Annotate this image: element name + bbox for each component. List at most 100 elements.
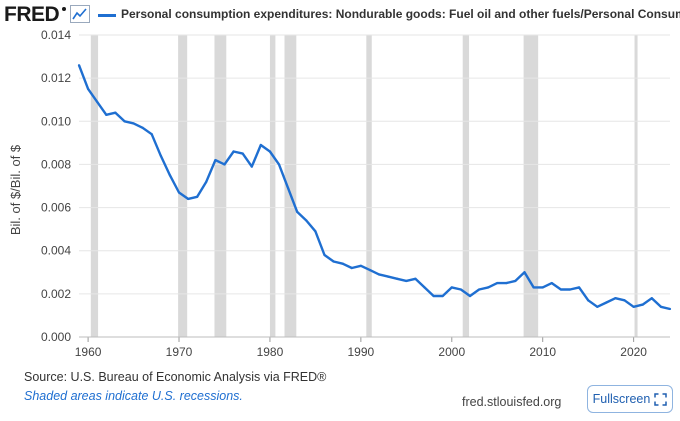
data-point (177, 191, 181, 194)
data-point (659, 305, 663, 308)
data-point (168, 174, 172, 177)
data-point (287, 187, 290, 190)
data-points (77, 64, 672, 311)
fred-logo[interactable]: FRED (4, 3, 60, 26)
data-point (623, 299, 626, 302)
series-title: Personal consumption expenditures: Nondu… (121, 7, 680, 21)
data-point (468, 294, 472, 298)
data-point (568, 288, 572, 291)
data-point (632, 305, 635, 308)
recession-band-0 (90, 35, 99, 337)
x-tick-label: 2010 (529, 345, 556, 358)
data-point (150, 133, 153, 136)
recession-band-5 (366, 35, 372, 337)
data-point (359, 264, 362, 267)
data-point (441, 294, 444, 298)
data-point (205, 180, 208, 183)
series-line (77, 64, 671, 311)
line-graph-icon[interactable] (70, 5, 90, 23)
x-tick-label: 1970 (166, 345, 193, 358)
data-point (559, 288, 562, 291)
x-tick-label: 2000 (438, 345, 465, 358)
data-point (541, 286, 544, 289)
data-point (214, 159, 217, 162)
data-point (396, 277, 399, 280)
recession-band-8 (634, 35, 638, 337)
data-point (532, 286, 535, 289)
data-point (387, 275, 390, 278)
y-tick-label: 0.002 (41, 287, 71, 301)
data-point (296, 210, 299, 213)
data-point (105, 113, 108, 116)
data-point (332, 260, 335, 263)
y-tick-label: 0.012 (41, 71, 71, 85)
y-tick-label: 0.006 (41, 201, 71, 215)
x-tick-label: 2020 (620, 345, 647, 358)
data-point (432, 294, 435, 298)
data-point (259, 143, 262, 147)
recession-band-7 (523, 35, 539, 337)
x-tick-label: 1990 (348, 345, 375, 358)
data-point (550, 281, 553, 285)
data-point (514, 279, 517, 283)
data-point (96, 100, 99, 103)
y-tick-label: 0.008 (41, 157, 71, 171)
y-tick-label: 0.000 (41, 330, 71, 344)
fred-logo-dot (62, 7, 66, 11)
data-point (423, 286, 426, 289)
data-point (596, 305, 599, 308)
x-tick-label: 1980 (257, 345, 284, 358)
recession-band-6 (462, 35, 470, 337)
data-point (277, 163, 281, 166)
data-point (114, 111, 117, 114)
data-point (614, 297, 617, 300)
data-point (77, 64, 81, 67)
expand-icon (654, 392, 668, 406)
data-point (305, 219, 308, 222)
data-point (250, 165, 253, 168)
y-axis-label: Bil. of $/Bil. of $ (8, 144, 23, 235)
data-point (341, 262, 344, 265)
fullscreen-button[interactable]: Fullscreen (587, 385, 673, 413)
data-point (496, 281, 499, 285)
site-url[interactable]: fred.stlouisfed.org (462, 395, 562, 409)
legend-line-swatch (98, 14, 116, 17)
data-point (523, 271, 526, 274)
y-tick-label: 0.004 (41, 244, 71, 258)
data-point (368, 269, 372, 272)
recession-band-3 (269, 35, 276, 337)
data-point (459, 288, 462, 291)
data-point (405, 279, 408, 283)
data-point (314, 230, 317, 233)
data-point (323, 253, 326, 257)
data-point (132, 122, 135, 125)
source-attribution: Source: U.S. Bureau of Economic Analysis… (24, 370, 327, 384)
y-tick-label: 0.014 (41, 28, 71, 42)
data-point (232, 150, 235, 153)
data-point (377, 273, 381, 276)
data-point (414, 277, 417, 280)
x-tick-labels: 1960 1970 1980 1990 2000 2010 2020 (75, 336, 670, 358)
data-point (650, 297, 653, 300)
data-point (605, 301, 608, 304)
recession-band-4 (284, 35, 297, 337)
data-point (187, 197, 190, 201)
data-point (505, 281, 508, 285)
data-point (241, 152, 244, 155)
y-tick-label: 0.010 (41, 114, 71, 128)
recession-note: Shaded areas indicate U.S. recessions. (24, 389, 243, 403)
data-point (668, 307, 672, 311)
data-point (123, 120, 126, 123)
data-point (223, 163, 226, 166)
recession-band-1 (178, 35, 188, 337)
data-point (159, 154, 162, 157)
data-point (86, 87, 90, 91)
data-point (350, 266, 353, 270)
recession-band-2 (214, 35, 227, 337)
x-tick-label: 1960 (75, 345, 102, 358)
data-point (450, 286, 453, 289)
line-chart: 0.000 0.002 0.004 0.006 0.008 0.010 0.012 0.014… (8, 28, 672, 358)
data-point (477, 288, 481, 291)
data-point (196, 195, 199, 198)
data-point (577, 286, 581, 289)
